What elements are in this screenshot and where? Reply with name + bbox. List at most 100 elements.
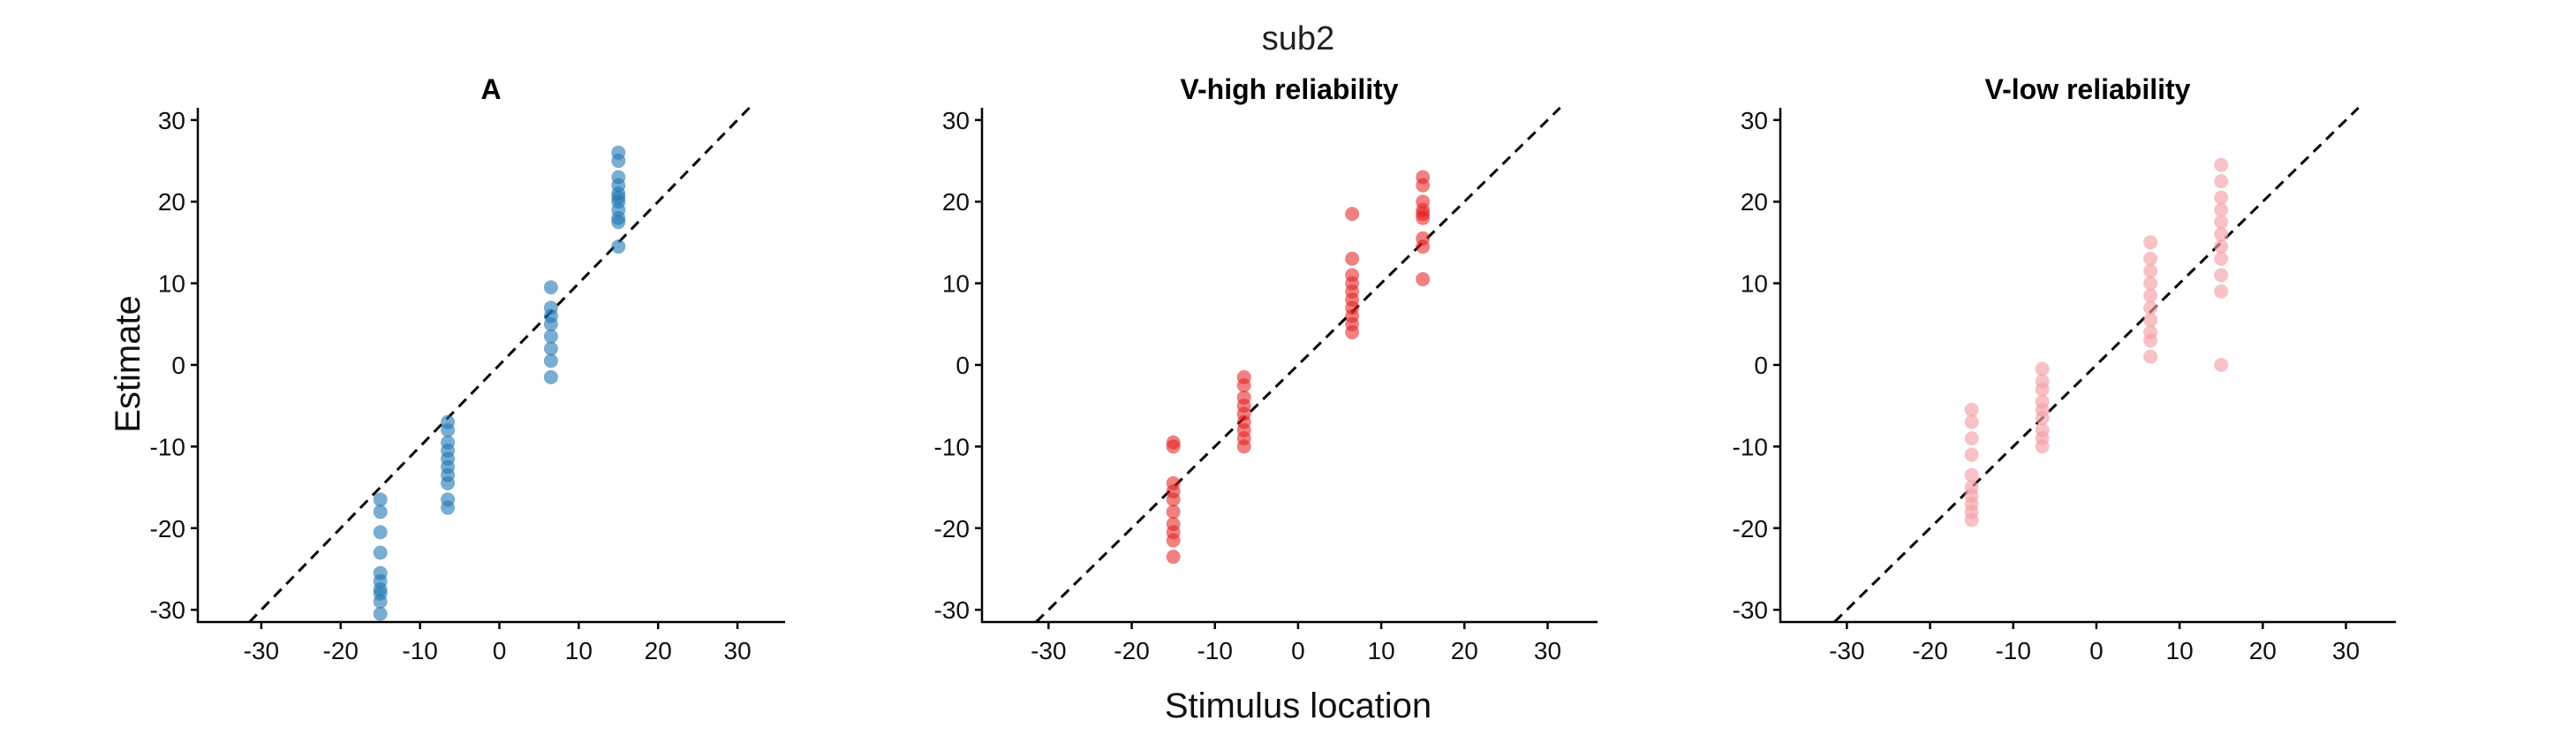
y-tick-label: -30 [934,596,970,624]
data-point [1416,210,1431,225]
data-point [2214,190,2229,205]
data-point [2143,263,2158,278]
y-tick-label: 0 [171,352,185,379]
x-tick-label: 0 [2089,637,2104,664]
x-tick-label: -30 [1031,637,1066,664]
data-point [1166,505,1181,520]
y-tick-label: 30 [942,107,970,134]
data-point [1416,272,1431,286]
data-point [441,422,456,437]
data-point [543,280,558,295]
y-tick-label: 10 [942,270,970,298]
data-point [373,525,388,540]
data-point [2214,174,2229,189]
data-point [543,353,558,368]
data-point [2143,251,2158,266]
data-point [2214,284,2229,299]
y-tick-label: 20 [942,188,970,216]
x-tick-label: 30 [1534,637,1561,664]
x-tick-label: 10 [1368,637,1395,664]
x-tick-label: 30 [2332,637,2360,664]
data-point [1345,251,1360,266]
panel-v-high: V-high reliability -30 -20 -10 0 10 20 30 -30 -2… [934,73,1598,664]
data-point [543,341,558,356]
x-tick-label: 0 [1291,637,1305,664]
data-point [1416,239,1431,254]
x-tick-label: 20 [2249,637,2277,664]
data-point [2143,333,2158,348]
x-tick-label: 30 [724,637,752,664]
data-point [2214,157,2229,172]
x-tick-label: -30 [1829,637,1864,664]
data-point [1166,439,1181,454]
y-tick-label: -20 [934,515,970,543]
data-point [1964,431,1979,446]
data-point [1964,512,1979,527]
x-tick-label: 20 [645,637,672,664]
y-tick-label: -10 [1733,433,1768,460]
data-point [2035,439,2050,454]
x-tick-label: -10 [402,637,437,664]
data-point [1236,439,1251,454]
data-point [1236,378,1251,393]
data-point [2214,251,2229,266]
data-point [2214,215,2229,230]
y-tick-label: 30 [1741,107,1768,134]
y-tick-label: 10 [1741,270,1768,298]
x-tick-label: 0 [493,637,507,664]
data-point [1964,402,1979,417]
x-tick-label: -10 [1995,637,2030,664]
x-tick-label: -30 [244,637,279,664]
x-tick-label: -10 [1197,637,1232,664]
panel-a: A -30 -20 -10 0 10 20 30 -30 -20 -10 0 10 20 30 [150,73,785,664]
y-tick-label: -30 [150,596,185,624]
identity-reference-line [1833,106,2360,624]
x-axis-label: Stimulus location [1165,687,1432,725]
data-point [2035,382,2050,397]
data-point [373,505,388,520]
panel-v-low-title: V-low reliability [1985,73,2191,105]
data-point [373,492,388,507]
y-tick-label: -20 [150,515,185,543]
data-point [543,316,558,331]
data-point [2143,288,2158,303]
data-point [611,154,626,169]
data-point [2214,227,2229,242]
data-point [2035,361,2050,376]
data-point [2143,235,2158,250]
data-point [1345,325,1360,340]
y-tick-label: 10 [158,270,185,298]
data-point [1964,447,1979,462]
panel-v-low: V-low reliability -30 -20 -10 0 10 20 30 -30 -20… [1733,73,2396,664]
data-point [2143,313,2158,328]
y-tick-label: -30 [1733,596,1768,624]
data-point [373,606,388,621]
y-tick-label: 20 [158,188,185,216]
data-point [2035,411,2050,426]
x-tick-label: 10 [2166,637,2194,664]
data-point [1964,467,1979,482]
panel-a-title: A [480,73,501,105]
data-point [543,369,558,384]
y-tick-label: 20 [1741,188,1768,216]
y-tick-label: 30 [158,107,185,134]
x-tick-label: 20 [1451,637,1478,664]
y-tick-label: 0 [1754,352,1768,379]
data-point [1166,533,1181,548]
data-point [611,215,626,230]
identity-reference-line [1035,106,1561,624]
data-point [1345,207,1360,222]
data-point [1416,178,1431,193]
data-point [441,475,456,490]
y-tick-label: -20 [1733,515,1768,543]
data-point [2214,268,2229,283]
x-tick-label: -20 [323,637,359,664]
y-tick-label: 0 [956,352,970,379]
y-tick-label: -10 [934,433,970,460]
data-point [2143,300,2158,315]
data-point [1166,492,1181,507]
y-axis-label: Estimate [109,295,147,433]
x-tick-label: -20 [1114,637,1149,664]
data-point [2214,239,2229,254]
x-tick-label: 10 [565,637,593,664]
